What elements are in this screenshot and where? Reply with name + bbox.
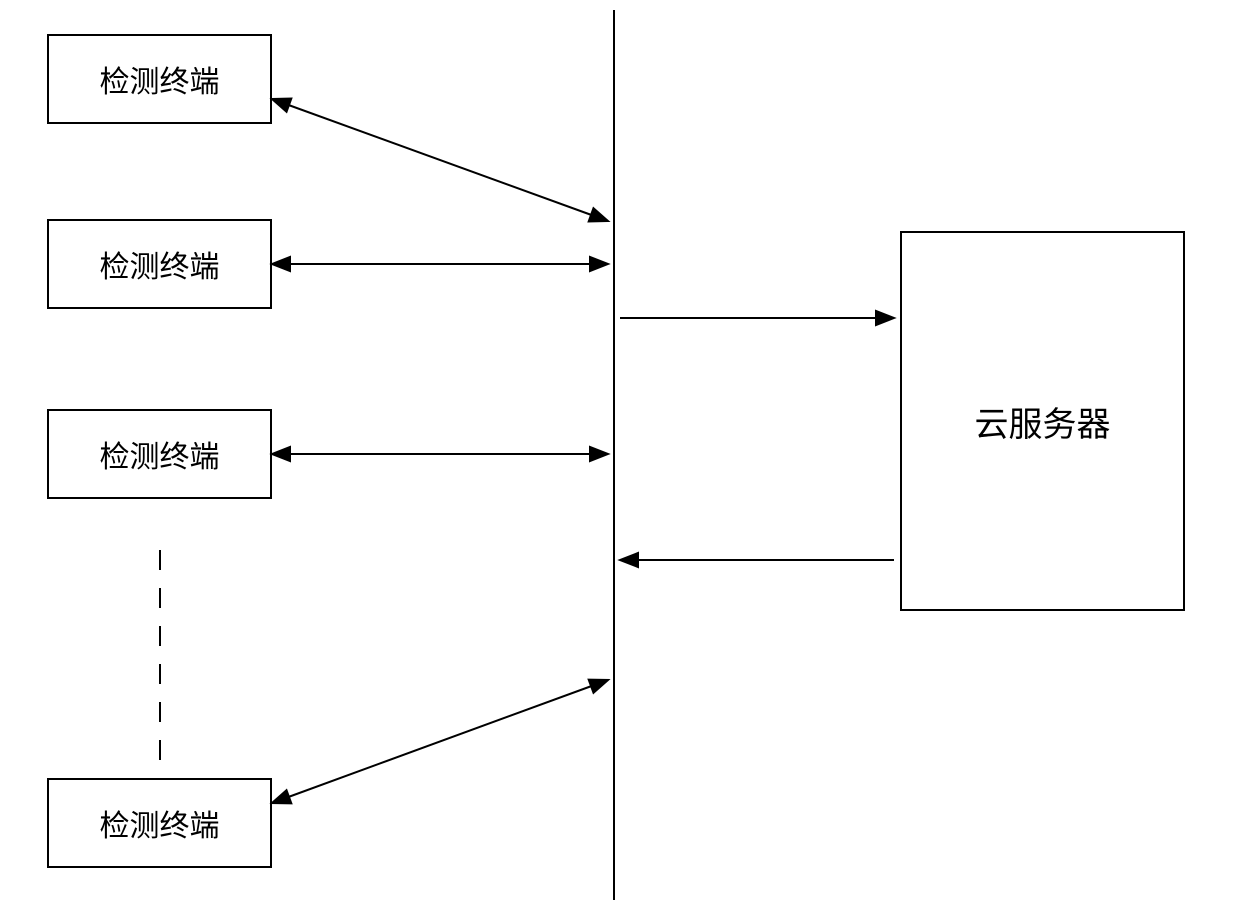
diagram-canvas: 检测终端 检测终端 检测终端 检测终端 云服务器 [0,0,1240,911]
terminal-node: 检测终端 [47,778,272,868]
terminal-label: 检测终端 [100,242,220,286]
server-label: 云服务器 [975,397,1111,446]
terminal-label: 检测终端 [100,432,220,476]
terminal-label: 检测终端 [100,57,220,101]
terminal-label: 检测终端 [100,801,220,845]
terminal-node: 检测终端 [47,219,272,309]
server-node: 云服务器 [900,231,1185,611]
terminal-node: 检测终端 [47,409,272,499]
terminal-node: 检测终端 [47,34,272,124]
